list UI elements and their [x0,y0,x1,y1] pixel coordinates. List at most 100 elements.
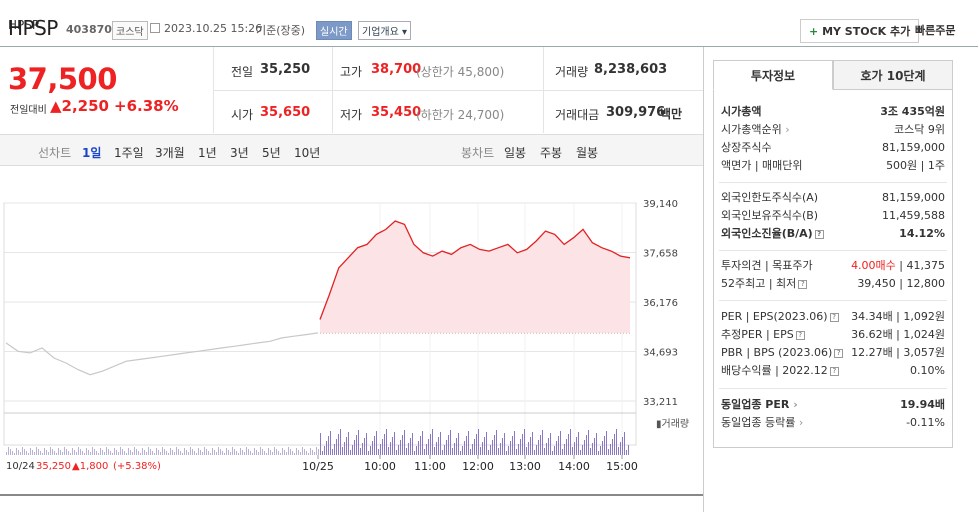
high-label: 고가 [340,65,363,79]
volume-bar [138,451,139,455]
volume-bar [548,438,549,455]
tab-3m[interactable]: 3개월 [155,146,185,160]
volume-bar [174,452,175,455]
volume-bar [316,447,317,455]
volume-bar [400,440,401,455]
volume-bar [28,453,29,455]
volume-bar [424,449,425,455]
help-icon: ? [829,366,839,376]
volume-bar [434,447,435,455]
tab-investment-info[interactable]: 투자정보 [713,60,833,90]
volume-bar [218,447,219,455]
volume-bar [56,453,57,455]
volume-bar [260,447,261,455]
row-per-eps: PER | EPS(2023.06)? 34.34배 | 1,092원 [721,310,945,323]
volume-bar [430,434,431,455]
volume-bar [598,451,599,455]
company-info-select[interactable]: 기업개요 ▾ [358,21,412,40]
volume-bar [82,451,83,455]
volume-bar [252,453,253,455]
price-chart[interactable]: 39,140 37,658 36,176 34,693 33,211 10/25 10:00… [0,167,704,495]
volume-bar [578,432,579,455]
volume-bar [86,448,87,455]
volume-bar [288,447,289,455]
volume-bar [610,444,611,455]
volume-bar [406,448,407,455]
tab-daily[interactable]: 일봉 [504,146,527,160]
volume-bar [66,449,67,455]
tab-order-book[interactable]: 호가 10단계 [833,60,953,90]
current-price: 37,500 [8,62,117,96]
tab-5y[interactable]: 5년 [262,146,281,160]
x-tick-label: 13:00 [509,460,541,473]
volume-bar [184,448,185,455]
row-market-cap: 시가총액 3조 435억원 [721,105,945,118]
volume-bar [572,447,573,455]
volume-bar [262,449,263,455]
volume-bar [50,447,51,455]
volume-bar [170,448,171,455]
volume-bar [394,432,395,455]
row-listed-shares: 상장주식수 81,159,000 [721,141,945,154]
tab-1w[interactable]: 1주일 [114,146,144,160]
tab-1y[interactable]: 1년 [198,146,217,160]
volume-value: 8,238,603 [594,62,668,77]
tab-1d[interactable]: 1일 [82,146,102,160]
volume-bar [280,453,281,455]
volume-bar [198,448,199,455]
volume-bar [202,452,203,455]
tab-weekly[interactable]: 주봉 [540,146,563,160]
help-icon: ? [814,229,824,239]
volume-bar [536,445,537,455]
volume-bar [326,441,327,455]
volume-bar [614,434,615,455]
volume-bar [8,447,9,455]
x-tick-label: 10:00 [364,460,396,473]
volume-bar [594,438,595,455]
volume-bar [452,448,453,455]
up-arrow-icon: ▲ [72,461,80,472]
volume-bar [310,448,311,455]
y-tick-label: 33,211 [643,397,678,408]
volume-bar [70,453,71,455]
volume-bar [306,451,307,455]
volume-bar [102,450,103,455]
volume-bar [502,438,503,455]
quick-order-link[interactable]: 빠른주문 [915,24,956,37]
tab-10y[interactable]: 10년 [294,146,321,160]
volume-bar [506,451,507,455]
volume-bar [562,449,563,455]
mystock-add-label: MY STOCK 추가 [822,25,911,38]
volume-bar [156,448,157,455]
volume-bar [540,435,541,455]
volume-bar [122,449,123,455]
x-tick-label: 15:00 [606,460,638,473]
volume-bar [332,449,333,455]
volume-bar [362,443,363,455]
volume-bar [178,449,179,455]
volume-bar [574,442,575,455]
volume-bar [238,453,239,455]
volume-bar [176,447,177,455]
mystock-add-button[interactable]: + MY STOCK 추가 [800,19,920,43]
volume-bar [292,451,293,455]
volume-bar [500,443,501,455]
volume-bar [508,446,509,455]
tab-monthly[interactable]: 월봉 [576,146,599,160]
volume-bar [14,453,15,455]
volume-bar [486,432,487,455]
tab-3y[interactable]: 3년 [230,146,249,160]
realtime-badge[interactable]: 실시간 [316,21,352,40]
volume-bar [88,450,89,455]
volume-bar [538,440,539,455]
row-est-per: 추정PER | EPS? 36.62배 | 1,024원 [721,328,945,341]
volume-bar [54,451,55,455]
volume-bar [566,439,567,455]
volume-bar [580,450,581,455]
volume-bar [182,453,183,455]
volume-bar [386,429,387,455]
row-52w: 52주최고 | 최저? 39,450 | 12,800 [721,277,945,290]
up-arrow-icon: ▲ [50,97,62,115]
prev-price: 35,250 [36,461,71,472]
volume-bar [308,453,309,455]
